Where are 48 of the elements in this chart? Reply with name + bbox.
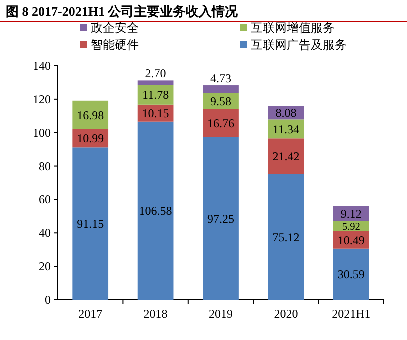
- bar: [203, 137, 239, 300]
- bar: [268, 138, 304, 174]
- data-label: 4.73: [210, 72, 232, 86]
- bar: [333, 206, 370, 222]
- legend-label: 智能硬件: [91, 38, 139, 52]
- data-label: 30.59: [338, 268, 365, 282]
- data-label: 97.25: [208, 212, 234, 226]
- data-label: 2.70: [145, 66, 166, 81]
- bar: [72, 100, 109, 130]
- data-label: 10.15: [142, 106, 170, 121]
- x-tick-label: 2019: [209, 307, 233, 321]
- bar: [138, 122, 174, 300]
- chart-title: 图 8 2017-2021H1 公司主要业务收入情况: [6, 4, 240, 19]
- data-label: 5.92: [342, 222, 360, 234]
- data-label: 8.08: [276, 106, 297, 120]
- y-tick-label: 80: [39, 159, 51, 174]
- y-tick-label: 60: [39, 192, 51, 207]
- data-label: 11.78: [142, 88, 170, 102]
- bar: [203, 86, 239, 94]
- data-label: 91.15: [77, 217, 104, 232]
- y-tick-label: 120: [33, 92, 51, 106]
- data-label: 75.12: [272, 230, 300, 244]
- y-tick-label: 40: [39, 226, 51, 240]
- bar: [138, 80, 174, 86]
- data-label: 10.49: [338, 233, 365, 248]
- legend-label: 政企安全: [91, 21, 139, 35]
- data-label: 106.58: [139, 204, 172, 218]
- bar: [72, 148, 109, 300]
- data-label: 16.98: [77, 108, 104, 122]
- data-label: 10.99: [77, 132, 104, 146]
- y-tick-label: 100: [33, 126, 51, 140]
- data-label: 11.34: [272, 122, 300, 136]
- data-label: 9.58: [210, 94, 232, 109]
- y-tick-label: 20: [39, 260, 51, 274]
- bar: [203, 109, 239, 138]
- legend-label: 互联网广告及服务: [251, 38, 347, 52]
- x-tick-label: 2017: [78, 307, 103, 321]
- x-tick-label: 2018: [144, 307, 168, 321]
- data-label: 16.76: [208, 116, 234, 131]
- data-label: 9.12: [340, 207, 362, 222]
- data-label: 21.42: [272, 150, 300, 164]
- x-tick-label: 2020: [274, 307, 298, 321]
- x-tick-label: 2021H1: [332, 307, 371, 321]
- bar: [333, 248, 370, 300]
- y-tick-label: 140: [33, 59, 51, 73]
- bar: [268, 174, 304, 300]
- y-tick-label: 0: [45, 293, 51, 307]
- legend-label: 互联网增值服务: [251, 21, 335, 35]
